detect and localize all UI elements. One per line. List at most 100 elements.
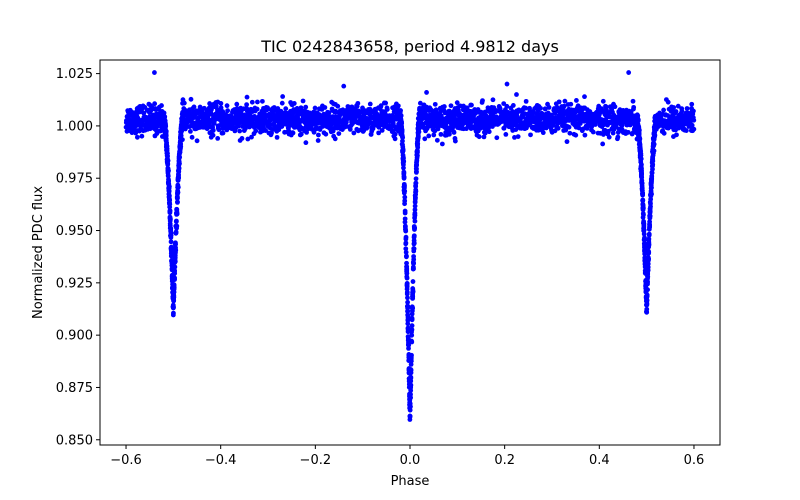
y-tick-label: 0.925	[56, 276, 93, 291]
data-point	[408, 370, 414, 376]
data-point	[652, 122, 658, 127]
data-point	[626, 70, 632, 75]
data-point	[141, 110, 147, 116]
data-point	[191, 104, 197, 110]
data-point	[590, 129, 596, 135]
data-point	[401, 188, 407, 193]
data-point	[434, 137, 440, 143]
data-point	[298, 131, 304, 137]
data-point	[564, 139, 570, 145]
data-point	[249, 134, 254, 140]
data-point	[408, 358, 414, 364]
data-point	[134, 134, 140, 140]
data-point	[600, 141, 606, 147]
data-point	[424, 90, 429, 95]
data-point	[175, 185, 181, 190]
data-point	[407, 405, 413, 410]
data-point	[412, 207, 418, 213]
data-point	[405, 342, 411, 348]
data-point	[165, 172, 171, 178]
data-point	[276, 127, 282, 133]
data-point	[653, 114, 659, 120]
data-point	[290, 130, 296, 136]
data-point	[486, 129, 492, 135]
data-point	[239, 136, 245, 141]
data-point	[448, 103, 454, 109]
data-point	[392, 136, 398, 142]
data-point	[567, 130, 573, 136]
data-point	[400, 155, 406, 161]
data-point	[403, 249, 409, 255]
data-point	[280, 94, 286, 99]
data-point	[404, 267, 410, 272]
data-point	[400, 159, 406, 165]
data-point	[650, 162, 656, 167]
data-point	[392, 131, 398, 137]
data-point	[412, 203, 418, 209]
data-point	[494, 135, 500, 141]
data-point	[689, 101, 695, 107]
data-point	[648, 191, 654, 197]
data-point	[225, 108, 231, 114]
data-point	[177, 149, 183, 155]
data-point	[568, 101, 574, 107]
data-point	[410, 264, 416, 270]
data-point	[401, 173, 407, 179]
data-point	[402, 194, 408, 200]
data-point	[336, 131, 342, 137]
data-point	[315, 138, 321, 143]
data-point	[637, 143, 643, 149]
data-point	[555, 125, 561, 131]
data-point	[610, 130, 616, 136]
data-point	[651, 141, 657, 147]
data-point	[454, 100, 460, 106]
data-point	[405, 318, 411, 323]
data-point	[410, 293, 416, 299]
data-point	[335, 103, 341, 109]
data-point	[169, 260, 175, 266]
data-point	[139, 133, 145, 139]
data-point	[403, 234, 409, 240]
data-point	[312, 105, 318, 111]
data-point	[279, 100, 285, 106]
data-point	[412, 199, 418, 205]
data-point	[422, 136, 428, 142]
data-point	[408, 384, 414, 389]
data-point	[683, 128, 689, 133]
data-point	[573, 132, 579, 138]
data-point	[303, 104, 309, 110]
data-point	[402, 219, 408, 225]
data-point	[181, 100, 187, 106]
data-point	[209, 107, 214, 112]
x-tick-label: −0.6	[110, 453, 142, 468]
y-tick-label: 0.875	[56, 381, 93, 396]
data-point	[408, 374, 414, 380]
data-point	[675, 103, 681, 109]
data-point	[171, 298, 177, 304]
data-point	[304, 130, 310, 135]
data-point	[644, 309, 649, 314]
data-point	[402, 198, 408, 204]
data-point	[400, 149, 405, 155]
data-point	[213, 103, 219, 109]
data-point	[407, 400, 413, 406]
data-point	[411, 246, 417, 252]
data-point	[504, 81, 510, 87]
data-point	[398, 124, 404, 130]
data-point	[244, 102, 250, 108]
data-point	[159, 103, 164, 108]
data-point	[490, 97, 496, 103]
data-point	[643, 280, 649, 286]
data-point	[582, 94, 587, 100]
y-tick-label: 0.975	[56, 172, 93, 187]
data-point	[326, 110, 332, 116]
data-point	[647, 222, 653, 228]
data-point	[640, 205, 646, 211]
data-point	[646, 238, 652, 244]
data-point	[503, 132, 509, 137]
data-point	[413, 183, 418, 189]
data-point	[188, 128, 193, 134]
data-point	[640, 190, 646, 196]
data-point	[416, 124, 421, 130]
data-point	[641, 227, 647, 233]
